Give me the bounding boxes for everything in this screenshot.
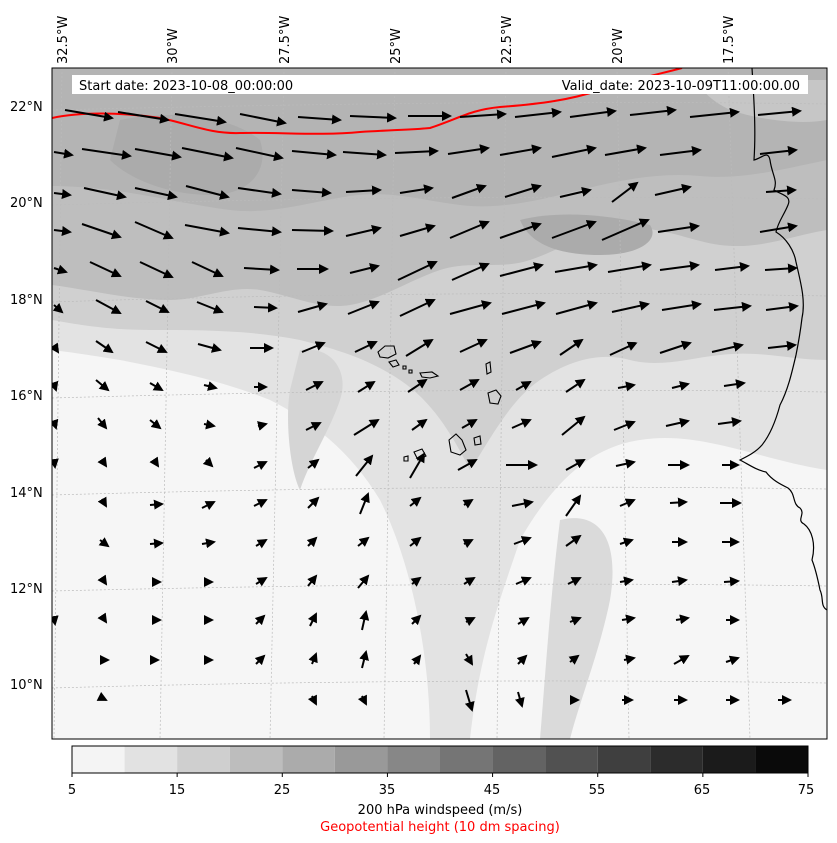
colorbar-tick-label: 65 — [694, 783, 711, 798]
colorbar-sublabel: Geopotential height (10 dm spacing) — [320, 820, 560, 835]
header-bar: Start date: 2023-10-08_00:00:00 Valid_da… — [72, 75, 808, 94]
map-frame — [51, 67, 828, 740]
lat-label: 22°N — [10, 100, 43, 115]
colorbar-label: 200 hPa windspeed (m/s) — [358, 803, 523, 818]
lon-label: 22.5°W — [500, 16, 515, 64]
latitude-labels: 22°N 20°N 18°N 16°N 14°N 12°N 10°N — [10, 100, 43, 693]
lat-label: 20°N — [10, 196, 43, 211]
colorbar-tick-label: 55 — [589, 783, 606, 798]
lat-label: 14°N — [10, 486, 43, 501]
colorbar-cell — [282, 746, 335, 773]
graticule — [52, 68, 827, 739]
colorbar-cell — [387, 746, 440, 773]
colorbar-cell — [334, 746, 388, 773]
colorbar-ticks — [71, 773, 809, 777]
longitude-labels: 32.5°W 30°W 27.5°W 25°W 22.5°W 20°W 17.5… — [56, 16, 737, 64]
start-date-label: Start date: 2023-10-08_00:00:00 — [79, 79, 293, 94]
colorbar-cell — [755, 746, 808, 773]
colorbar-cell — [177, 746, 230, 773]
map-panel: Start date: 2023-10-08_00:00:00 Valid_da… — [52, 68, 827, 739]
colorbar-tick-label: 75 — [798, 783, 815, 798]
lon-label: 32.5°W — [56, 16, 71, 64]
windspeed-shading — [52, 68, 827, 739]
colorbar-cell — [492, 746, 546, 773]
colorbar-cell — [229, 746, 283, 773]
colorbar-cells — [72, 746, 808, 773]
colorbar-cell — [72, 746, 125, 773]
colorbar-tick-label: 5 — [68, 783, 76, 798]
coastline — [738, 68, 827, 611]
wind-vectors — [52, 105, 802, 712]
colorbar-cell — [545, 746, 598, 773]
lon-label: 17.5°W — [722, 16, 737, 64]
lon-label: 25°W — [389, 28, 404, 64]
colorbar-tick-label: 45 — [484, 783, 501, 798]
colorbar-cell — [440, 746, 493, 773]
colorbar-frame — [71, 745, 809, 774]
colorbar-cell — [702, 746, 756, 773]
colorbar-cell — [650, 746, 703, 773]
cape-verde-islands — [377, 345, 502, 462]
lat-label: 10°N — [10, 678, 43, 693]
colorbar-cell — [124, 746, 178, 773]
lon-label: 27.5°W — [278, 16, 293, 64]
header-background — [72, 75, 808, 94]
lat-label: 16°N — [10, 389, 43, 404]
lat-label: 18°N — [10, 293, 43, 308]
lat-label: 12°N — [10, 582, 43, 597]
colorbar-tick-label: 35 — [379, 783, 396, 798]
lon-label: 30°W — [166, 28, 181, 64]
colorbar-tick-label: 15 — [169, 783, 186, 798]
lon-label: 20°W — [611, 28, 626, 64]
colorbar-cell — [597, 746, 651, 773]
valid-date-label: Valid_date: 2023-10-09T11:00:00.00 — [562, 79, 800, 94]
colorbar-tick-label: 25 — [274, 783, 291, 798]
colorbar: 5 15 25 35 45 55 65 75 200 hPa windspeed… — [68, 745, 814, 835]
colorbar-tick-labels: 5 15 25 35 45 55 65 75 — [68, 783, 814, 798]
